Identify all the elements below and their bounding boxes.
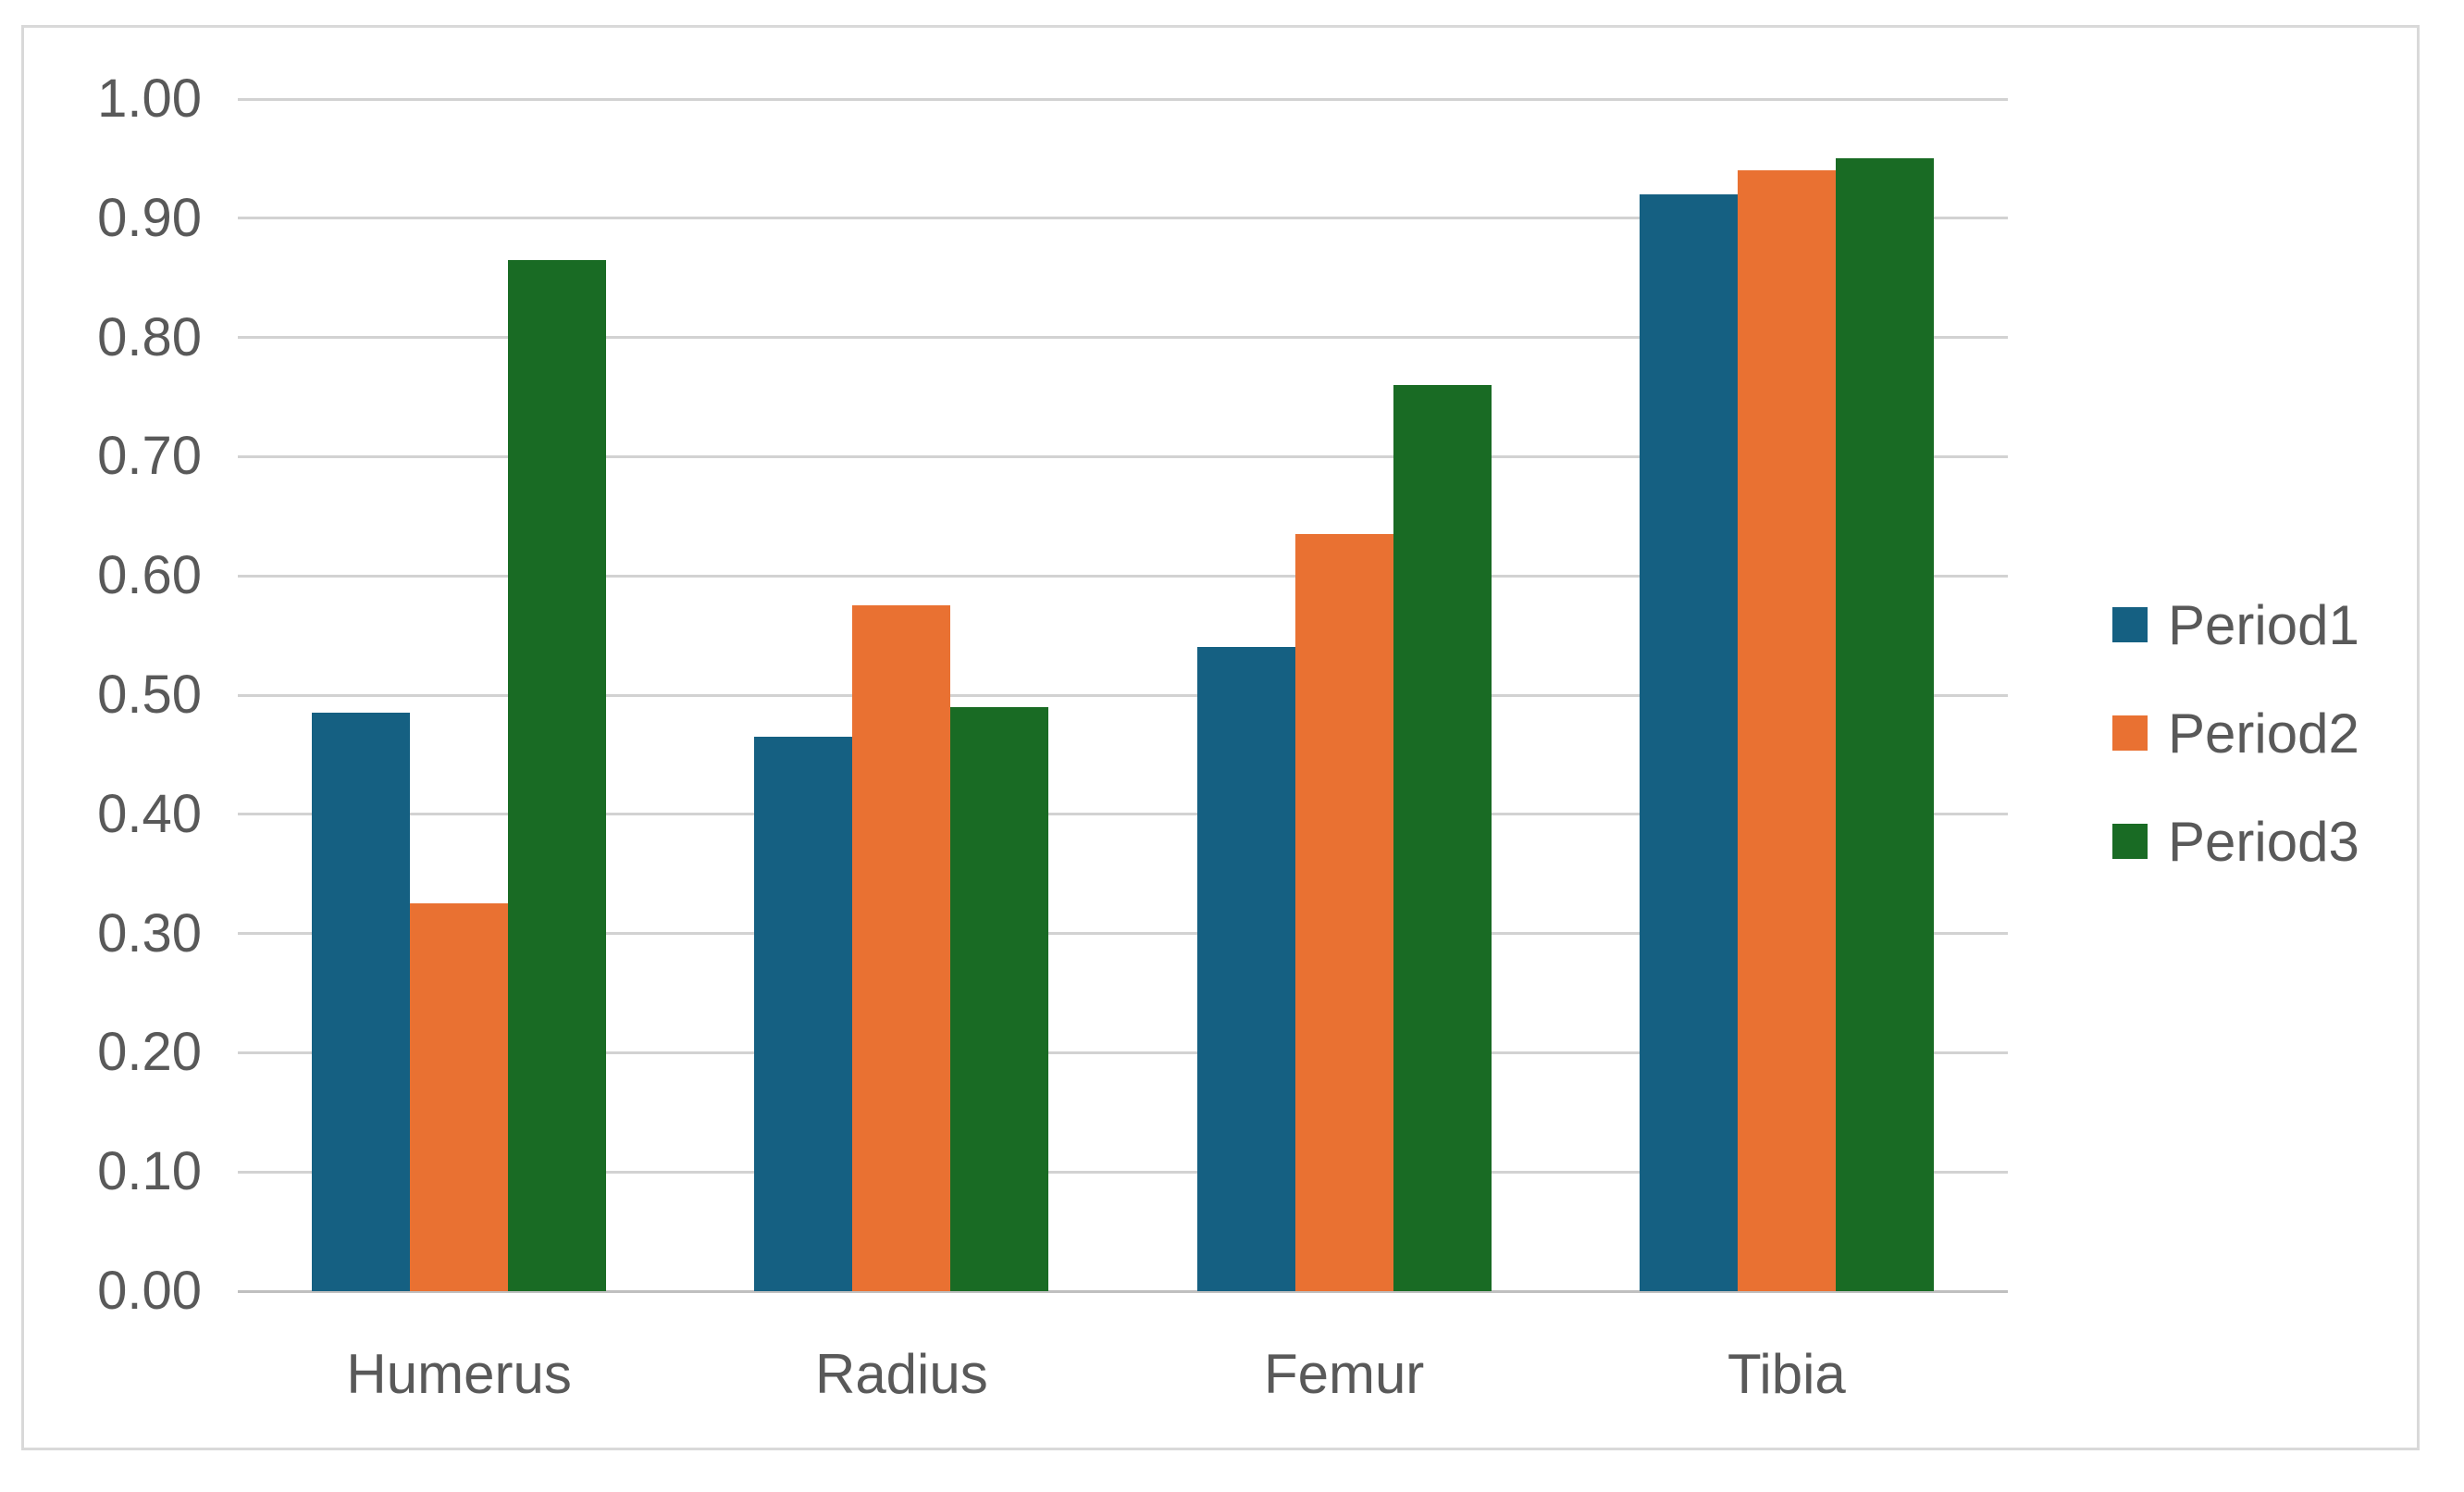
y-tick-label: 0.60 (97, 545, 202, 606)
gridline (238, 336, 2008, 340)
legend-item-period3: Period3 (2112, 811, 2359, 873)
y-tick-label: 0.00 (97, 1261, 202, 1321)
y-tick-label: 0.80 (97, 306, 202, 367)
gridline (238, 813, 2008, 816)
gridline (238, 1051, 2008, 1054)
x-tick-label-radius: Radius (814, 1343, 988, 1405)
gridline (238, 1170, 2008, 1174)
legend-label: Period2 (2168, 702, 2359, 765)
bar-period3-humerus (508, 259, 607, 1291)
legend-swatch-period1 (2112, 607, 2148, 642)
gridline (238, 97, 2008, 101)
bar-period1-femur (1196, 647, 1295, 1291)
x-tick-label-femur: Femur (1263, 1343, 1425, 1405)
legend: Period1 Period2 Period3 (2112, 594, 2359, 873)
bar-period2-femur (1294, 534, 1393, 1291)
bar-period3-femur (1393, 385, 1492, 1291)
bar-period2-tibia (1737, 170, 1836, 1291)
y-tick-label: 0.40 (97, 783, 202, 844)
y-tick-label: 0.20 (97, 1022, 202, 1083)
bar-period3-radius (950, 706, 1049, 1291)
gridline (238, 217, 2008, 220)
x-axis-line (238, 1289, 2008, 1293)
y-tick-label: 1.00 (97, 68, 202, 129)
gridline (238, 693, 2008, 697)
legend-label: Period1 (2168, 593, 2359, 656)
bar-period1-tibia (1639, 194, 1738, 1291)
y-tick-label: 0.30 (97, 902, 202, 964)
bar-period2-humerus (410, 903, 509, 1291)
legend-swatch-period3 (2112, 824, 2148, 859)
gridline (238, 454, 2008, 458)
y-tick-label: 0.10 (97, 1141, 202, 1202)
y-tick-label: 0.90 (97, 187, 202, 248)
bar-period3-tibia (1835, 158, 1934, 1291)
legend-swatch-period2 (2112, 715, 2148, 751)
x-tick-label-humerus: Humerus (346, 1343, 572, 1405)
gridline (238, 574, 2008, 578)
legend-item-period1: Period1 (2112, 594, 2359, 656)
gridline (238, 932, 2008, 936)
y-tick-label: 0.50 (97, 665, 202, 725)
legend-item-period2: Period2 (2112, 702, 2359, 765)
bar-period2-radius (852, 605, 951, 1291)
bar-period1-radius (754, 737, 853, 1291)
x-tick-label-tibia: Tibia (1727, 1343, 1846, 1405)
bar-period1-humerus (312, 713, 411, 1291)
plot-area (238, 97, 2008, 1293)
y-tick-label: 0.70 (97, 426, 202, 487)
legend-label: Period3 (2168, 810, 2359, 873)
